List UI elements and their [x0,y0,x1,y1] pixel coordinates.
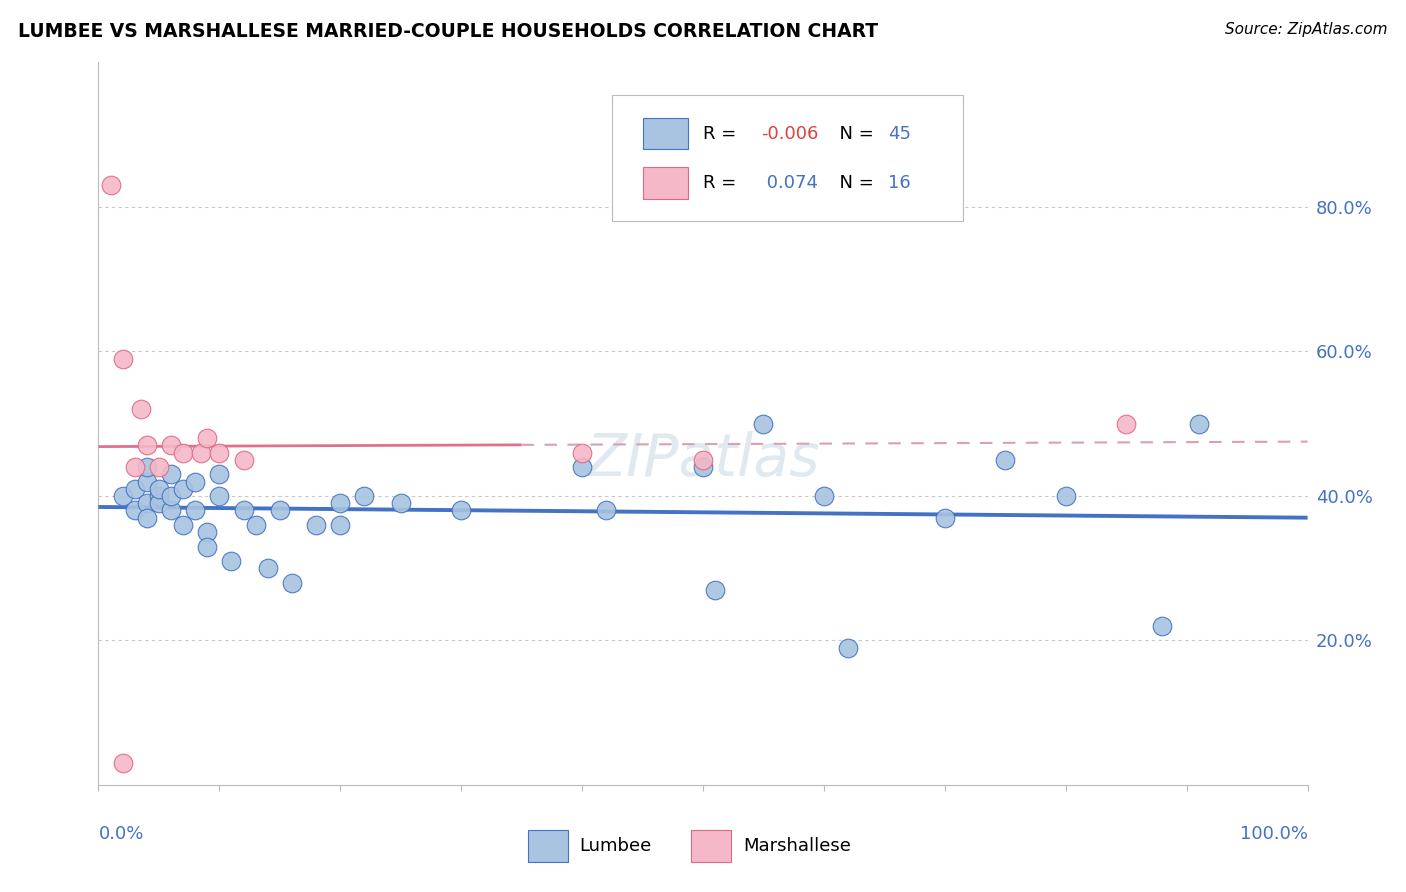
Text: Source: ZipAtlas.com: Source: ZipAtlas.com [1225,22,1388,37]
Point [111,489,134,503]
Point [160,489,183,503]
Point [111,756,134,771]
Point [172,517,194,532]
Point [124,482,146,496]
Point [172,445,194,459]
Point [232,503,254,517]
Text: 100.0%: 100.0% [1240,825,1308,843]
Point [571,445,593,459]
Point [124,503,146,517]
Point [135,438,157,452]
Point [837,640,859,655]
FancyBboxPatch shape [613,95,963,221]
Text: LUMBEE VS MARSHALLESE MARRIED-COUPLE HOUSEHOLDS CORRELATION CHART: LUMBEE VS MARSHALLESE MARRIED-COUPLE HOU… [18,22,879,41]
Point [184,475,207,489]
Point [135,460,157,475]
Point [172,482,194,496]
Point [135,475,157,489]
Text: 16: 16 [889,174,911,192]
Point [1054,489,1077,503]
Point [1188,417,1211,431]
Point [111,351,134,366]
Text: Lumbee: Lumbee [579,838,652,855]
Point [994,452,1017,467]
Point [208,489,231,503]
Point [160,503,183,517]
Point [329,496,352,510]
Text: -0.006: -0.006 [761,125,818,143]
Point [692,460,714,475]
Point [221,554,243,568]
Point [195,524,218,539]
Point [245,517,267,532]
Point [269,503,291,517]
Text: N =: N = [828,125,879,143]
Point [305,517,328,532]
Point [571,460,593,475]
Point [148,489,170,503]
Text: 0.0%: 0.0% [98,825,143,843]
Text: R =: R = [703,174,742,192]
Point [353,489,375,503]
FancyBboxPatch shape [690,830,731,863]
Point [692,452,714,467]
FancyBboxPatch shape [527,830,568,863]
Text: Marshallese: Marshallese [742,838,851,855]
Point [129,402,152,417]
Point [195,431,218,445]
Point [184,503,207,517]
FancyBboxPatch shape [643,167,689,199]
Point [190,445,212,459]
Point [208,467,231,482]
Point [135,510,157,524]
Point [595,503,617,517]
Point [389,496,412,510]
Text: ZIPatlas: ZIPatlas [586,432,820,488]
Point [256,561,278,575]
Point [135,496,157,510]
Text: 45: 45 [889,125,911,143]
Point [450,503,472,517]
FancyBboxPatch shape [643,118,689,150]
Point [752,417,775,431]
Point [148,460,170,475]
Point [148,496,170,510]
Point [195,540,218,554]
Point [100,178,122,193]
Point [1115,417,1137,431]
Text: N =: N = [828,174,879,192]
Point [148,482,170,496]
Point [208,445,231,459]
Point [704,582,727,597]
Point [160,467,183,482]
Text: 0.074: 0.074 [761,174,818,192]
Point [281,575,304,590]
Point [1152,619,1174,633]
Point [329,517,352,532]
Point [232,452,254,467]
Point [160,438,183,452]
Text: R =: R = [703,125,742,143]
Point [813,489,835,503]
Point [934,510,956,524]
Point [124,460,146,475]
